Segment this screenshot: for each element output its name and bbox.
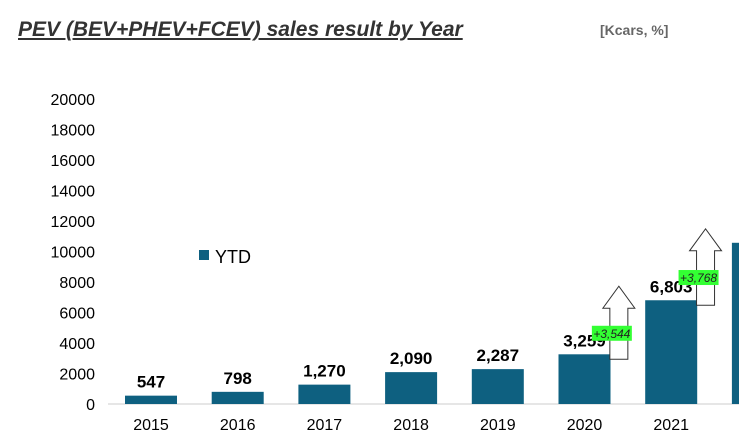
y-tick-label: 20000 [51, 92, 96, 109]
x-tick-label: 2015 [133, 417, 169, 434]
data-label: 547 [137, 373, 165, 392]
y-tick-label: 14000 [51, 184, 96, 201]
bar [558, 354, 611, 404]
unit-label: [Kcars, %] [600, 22, 669, 38]
y-tick-label: 0 [86, 397, 95, 414]
growth-label: +3,544 [593, 327, 630, 341]
bar [211, 391, 264, 404]
growth-label-background [591, 325, 632, 341]
bar [385, 372, 438, 404]
data-label: 2,090 [390, 349, 433, 368]
legend-label: YTD [215, 247, 251, 267]
growth-label-background [678, 270, 719, 286]
bar [298, 384, 351, 404]
x-tick-label: 2017 [307, 417, 343, 434]
data-label: 1,270 [303, 362, 346, 381]
y-tick-label: 2000 [59, 367, 95, 384]
y-tick-label: 16000 [51, 153, 96, 170]
x-tick-label: 2018 [393, 417, 429, 434]
y-tick-label: 12000 [51, 214, 96, 231]
growth-arrow-icon [688, 227, 723, 306]
growth-label: +3,768 [680, 271, 717, 285]
y-tick-label: 10000 [51, 245, 96, 262]
bar [125, 395, 177, 404]
bar [645, 300, 698, 404]
growth-arrow-icon [601, 285, 636, 360]
y-tick-label: 4000 [59, 336, 95, 353]
x-tick-label: 2016 [220, 417, 256, 434]
x-tick-label: 2021 [653, 417, 689, 434]
chart-title: PEV (BEV+PHEV+FCEV) sales result by Year [18, 18, 463, 41]
x-tick-label: 2019 [480, 417, 516, 434]
y-tick-label: 6000 [59, 306, 95, 323]
y-tick-label: 18000 [51, 123, 96, 140]
bar [731, 242, 739, 404]
legend-swatch [199, 250, 209, 260]
data-label: 2,287 [477, 346, 520, 365]
y-tick-label: 8000 [59, 275, 95, 292]
x-tick-label: 2020 [567, 417, 603, 434]
bar [471, 369, 524, 404]
data-label: 798 [224, 369, 252, 388]
